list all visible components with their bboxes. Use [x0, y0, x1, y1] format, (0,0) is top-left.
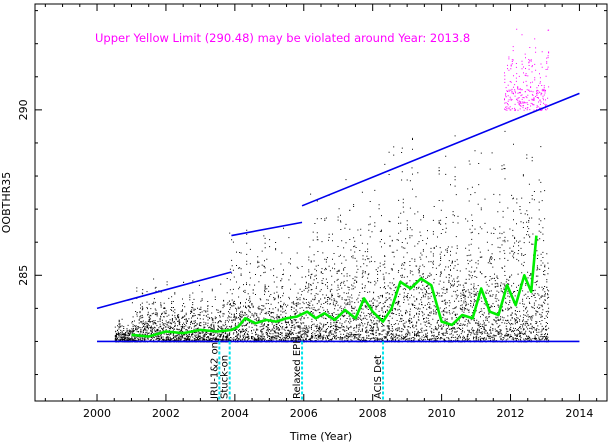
scatter-series: [114, 130, 550, 343]
x-tick-label: 2014: [565, 407, 593, 420]
scatter-series: [504, 28, 550, 111]
trend-line: [231, 221, 303, 237]
average-line: [131, 235, 538, 338]
trend-line: [96, 271, 232, 310]
x-tick-label: 2000: [83, 407, 111, 420]
x-tick-label: 2006: [290, 407, 318, 420]
y-tick-label: 290: [17, 99, 30, 120]
event-markers: IRU-1&2 on Stuck-on Relaxed EPH ACIS Det: [209, 336, 385, 401]
y-axis-label: OOBTHR35: [0, 172, 13, 234]
plot-area: IRU-1&2 on Stuck-on Relaxed EPH ACIS Det: [96, 28, 580, 401]
event-label: ACIS Det: [373, 355, 384, 399]
y-axis: 285 290: [17, 10, 607, 376]
limit-annotation: Upper Yellow Limit (290.48) may be viola…: [95, 31, 470, 45]
data-points: [114, 130, 550, 343]
x-axis: 2000 2002 2004 2006 2008 2010 2012 2014: [44, 4, 598, 420]
x-tick-label: 2004: [221, 407, 249, 420]
x-tick-label: 2012: [497, 407, 525, 420]
event-label: IRU-1&2 on: [209, 342, 220, 399]
x-tick-label: 2010: [428, 407, 456, 420]
event-label: Stuck-on: [220, 355, 231, 399]
x-tick-label: 2008: [359, 407, 387, 420]
y-tick-label: 285: [17, 265, 30, 286]
trend-lines: [96, 92, 580, 343]
event-label: Relaxed EPH: [292, 336, 303, 399]
x-axis-label: Time (Year): [289, 430, 352, 443]
x-tick-label: 2002: [152, 407, 180, 420]
data-points: [504, 28, 550, 111]
trend-line: [301, 92, 580, 207]
